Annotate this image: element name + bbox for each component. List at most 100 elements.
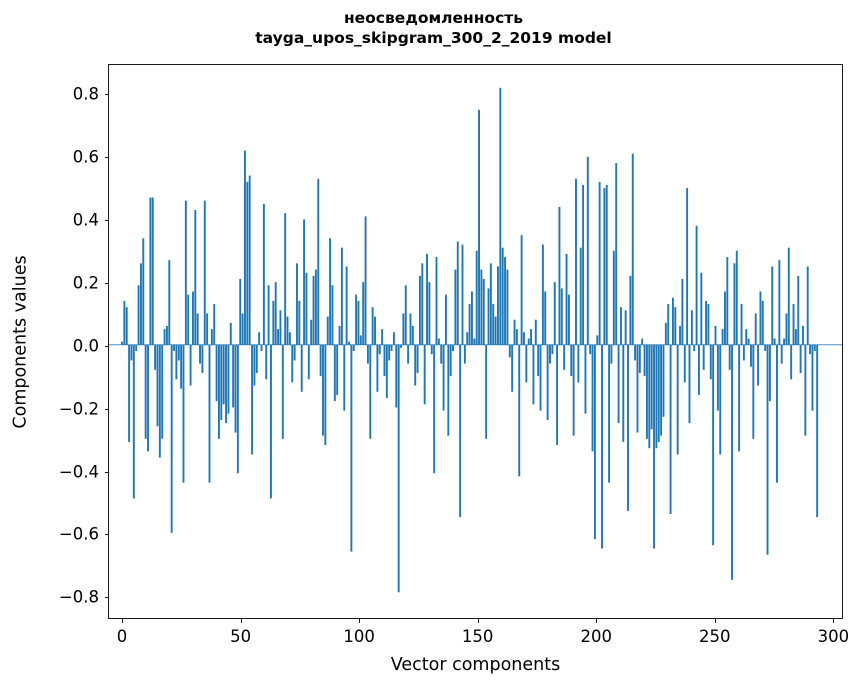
- bar: [177, 344, 180, 361]
- bar: [293, 344, 296, 361]
- bar: [288, 332, 291, 345]
- bar: [690, 310, 693, 345]
- bar: [515, 329, 518, 345]
- bar: [139, 263, 142, 345]
- bar: [546, 344, 549, 420]
- x-axis-label: Vector components: [390, 655, 561, 675]
- bar: [418, 275, 421, 345]
- bar: [506, 269, 509, 345]
- bar: [421, 263, 424, 345]
- bar: [220, 344, 223, 420]
- bar: [376, 344, 379, 392]
- bar: [191, 291, 194, 345]
- x-axis-tick-label: 150: [461, 627, 494, 646]
- bar: [265, 344, 268, 380]
- y-axis-tick-mark: [104, 345, 109, 347]
- bar: [463, 344, 466, 364]
- bar: [378, 344, 381, 355]
- bar: [518, 344, 521, 477]
- bar: [255, 344, 258, 373]
- x-axis-tick-label: 100: [343, 627, 375, 646]
- bar: [740, 304, 743, 345]
- bar: [511, 344, 514, 392]
- bar: [225, 344, 227, 424]
- bar: [165, 325, 168, 345]
- bar: [388, 344, 391, 361]
- bar: [537, 344, 540, 377]
- bar: [653, 344, 655, 549]
- bar: [471, 291, 473, 345]
- bar: [385, 344, 388, 399]
- bar: [702, 344, 705, 370]
- bar: [163, 329, 166, 345]
- bar: [348, 341, 350, 345]
- x-axis-tick-mark: [240, 618, 242, 623]
- bar: [262, 203, 265, 345]
- bar: [466, 332, 469, 345]
- bar: [504, 257, 507, 345]
- bar: [343, 344, 346, 411]
- bar: [624, 310, 627, 345]
- bar: [317, 178, 320, 345]
- bar: [411, 325, 414, 345]
- bar: [813, 344, 816, 352]
- y-axis-tick-label: −0.4: [58, 462, 99, 482]
- bar: [355, 294, 358, 345]
- bar: [286, 316, 289, 345]
- bar: [669, 344, 672, 514]
- bar: [303, 219, 306, 345]
- y-axis-tick-label: 0.4: [72, 210, 99, 230]
- bar: [352, 344, 355, 352]
- bar: [617, 344, 620, 424]
- bar: [319, 344, 322, 377]
- bar: [184, 200, 187, 345]
- chart-title: неосведомленность tayga_upos_skipgram_30…: [0, 8, 867, 49]
- bar: [766, 344, 769, 555]
- y-axis-tick-label: 0.2: [72, 273, 99, 293]
- x-axis-tick-mark: [833, 618, 835, 623]
- bar: [700, 272, 703, 345]
- bar: [799, 344, 802, 373]
- bar: [802, 325, 804, 345]
- bar: [173, 344, 175, 352]
- bar: [636, 344, 639, 433]
- bar: [440, 344, 443, 364]
- bar: [655, 344, 658, 449]
- y-axis-tick-mark: [104, 220, 109, 222]
- bar: [244, 150, 246, 345]
- bar: [478, 109, 480, 345]
- bar: [745, 329, 748, 345]
- bar: [499, 87, 502, 345]
- bar: [610, 344, 613, 364]
- bar: [662, 344, 665, 417]
- bar: [650, 344, 653, 430]
- bar: [631, 153, 634, 345]
- bar: [428, 282, 431, 345]
- bar: [236, 344, 239, 474]
- bar: [629, 275, 632, 345]
- bar: [369, 344, 372, 439]
- bar: [556, 344, 559, 446]
- y-axis-tick-mark: [104, 282, 109, 284]
- bar: [459, 344, 462, 518]
- y-axis-tick-label: 0.8: [72, 84, 99, 104]
- bar: [638, 344, 641, 373]
- y-axis-tick-mark: [104, 94, 109, 96]
- bar: [404, 285, 407, 345]
- bar: [130, 344, 133, 361]
- bar: [390, 344, 393, 352]
- bar: [208, 344, 211, 483]
- bar: [213, 304, 216, 345]
- chart-title-line-2: tayga_upos_skipgram_300_2_2019 model: [255, 29, 612, 48]
- bar: [787, 247, 790, 345]
- bar: [239, 278, 242, 345]
- bar: [452, 344, 454, 352]
- bar: [123, 300, 126, 345]
- bar: [218, 344, 220, 439]
- bar: [494, 316, 497, 345]
- bar: [754, 313, 757, 345]
- x-axis-tick-mark: [477, 618, 479, 623]
- bar: [553, 282, 556, 345]
- bar: [430, 344, 433, 355]
- bar: [565, 253, 568, 345]
